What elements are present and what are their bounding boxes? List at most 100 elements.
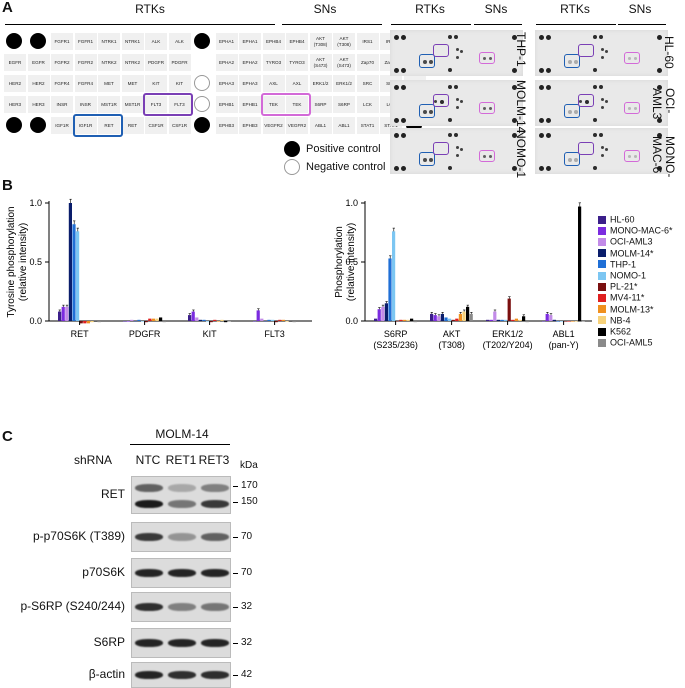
- array-cell: PDGFR: [168, 54, 191, 71]
- blot-spot: [546, 35, 551, 40]
- panel-c-letter: C: [2, 428, 13, 445]
- bar: [514, 318, 518, 321]
- kda-marker: 170: [241, 480, 258, 491]
- blot-row-label: RET: [101, 487, 125, 501]
- bar: [94, 321, 98, 322]
- array-cell: NTRK2: [121, 54, 144, 71]
- bar: [155, 318, 159, 321]
- bar: [581, 321, 585, 322]
- bar: [79, 321, 83, 324]
- array-cell: S6RP: [309, 96, 332, 113]
- bar: [58, 311, 62, 321]
- s6rp-spot: [489, 155, 492, 158]
- bar: [545, 313, 549, 321]
- array-cell: NTRK1: [121, 33, 144, 50]
- bar: [542, 321, 546, 322]
- ret-spot: [568, 110, 572, 114]
- s6rp-spot: [634, 107, 637, 110]
- ret-spot: [429, 158, 433, 162]
- blot-spot: [593, 133, 597, 137]
- array-cell: ABL1: [309, 117, 332, 134]
- bar: [285, 321, 289, 322]
- blot-band: [168, 603, 196, 611]
- blot-spot: [512, 85, 517, 90]
- bar: [374, 318, 378, 321]
- blot-spot: [585, 100, 589, 104]
- bar: [486, 319, 490, 321]
- cell-line-ociaml3: OCI-AML3: [650, 88, 677, 120]
- blot-spot: [401, 166, 406, 171]
- bar: [130, 319, 134, 321]
- bar: [227, 321, 231, 322]
- blot-spot: [456, 48, 459, 51]
- blot-spot: [512, 35, 517, 40]
- bar: [511, 319, 515, 321]
- blot-spot: [546, 166, 551, 171]
- blot-rule-rtks-left: [391, 24, 471, 25]
- array-cell: AKT (T308): [333, 33, 355, 50]
- blot-spot: [657, 68, 662, 73]
- bar: [413, 321, 417, 323]
- bar: [567, 321, 571, 322]
- bar: [496, 319, 500, 321]
- ret-spot: [429, 110, 433, 114]
- ret-blot-box: [419, 104, 435, 118]
- array-cell: TEK: [286, 96, 308, 113]
- array-cell: EPHB4: [262, 33, 285, 50]
- bar: [263, 321, 267, 322]
- blot-spot: [546, 85, 551, 90]
- x-tick-label: S6RP (S235/236): [373, 329, 418, 350]
- bar: [489, 319, 493, 321]
- blot-spot: [448, 68, 452, 72]
- array-cell: HER3: [27, 96, 50, 113]
- blot-spot: [456, 146, 459, 149]
- x-tick-label: RET: [71, 329, 90, 339]
- bar: [560, 321, 564, 322]
- cell-line-header-rule: [130, 444, 230, 445]
- legend-swatch: [598, 260, 606, 269]
- legend-negative-dot: [284, 159, 300, 175]
- bar: [448, 318, 452, 321]
- lane-ntc: NTC: [135, 453, 161, 467]
- blot-spot: [394, 118, 399, 123]
- blot-band: [168, 533, 196, 541]
- bar: [388, 258, 392, 321]
- array-cell: IRS1: [356, 33, 379, 50]
- blot-spot: [394, 133, 399, 138]
- cell-line-hl60: HL-60: [662, 36, 676, 69]
- legend-label: MOLM-14*: [610, 248, 654, 259]
- y-tick-label: 1.0: [29, 198, 42, 208]
- array-cell: EPHA3: [239, 75, 261, 92]
- blot-spot: [448, 133, 452, 137]
- ret-spot: [574, 158, 578, 162]
- bar: [198, 319, 202, 321]
- blot-spot: [539, 68, 544, 73]
- cell-line-thp1: THP-1: [514, 32, 528, 67]
- legend-item: NOMO-1: [598, 270, 646, 281]
- blot-header-rtks-left: RTKs: [415, 2, 445, 16]
- cell-line-monomac6: MONO-MAC-6: [650, 136, 677, 178]
- blot-spot: [512, 166, 517, 171]
- array-cell: SRC: [356, 75, 379, 92]
- bar: [525, 321, 529, 323]
- ret-spot: [423, 158, 427, 162]
- bar: [444, 317, 448, 321]
- y-axis-label: Phosphorylation(relative intensity): [334, 223, 357, 301]
- blot-spot: [593, 35, 597, 39]
- array-cell: S6RP: [333, 96, 355, 113]
- blot-spot: [657, 85, 662, 90]
- legend-label: OCI-AML5: [610, 337, 653, 348]
- y-tick-label: 1.0: [345, 198, 358, 208]
- blot-spot: [460, 50, 463, 53]
- blot-spot: [401, 133, 406, 138]
- lane-ret1: RET1: [165, 453, 197, 467]
- legend-item: THP-1: [598, 259, 636, 269]
- ret-spot: [574, 60, 578, 64]
- ret-spot: [423, 60, 427, 64]
- kda-marker: 70: [241, 567, 253, 578]
- ret-spot: [568, 158, 572, 162]
- panel-a-letter: A: [2, 0, 13, 16]
- flt3-blot-box: [578, 142, 594, 155]
- array-cell: AKT (S473): [333, 54, 355, 71]
- blot-spot: [657, 118, 662, 123]
